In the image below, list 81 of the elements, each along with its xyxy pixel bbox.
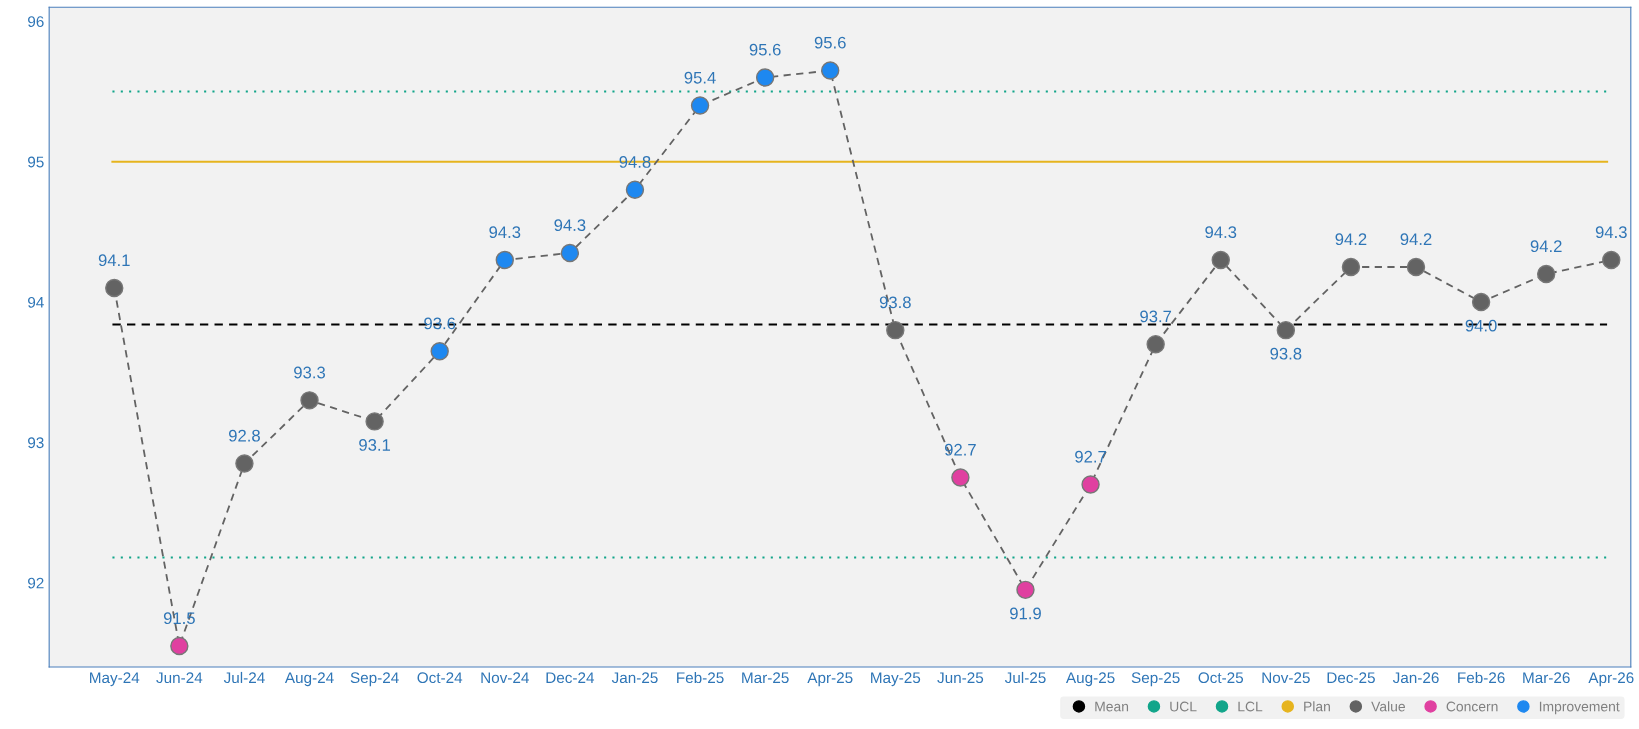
- legend-label: Plan: [1304, 701, 1330, 712]
- x-tick-label: Feb-26: [1458, 671, 1505, 684]
- x-tick-label: Aug-25: [1065, 672, 1115, 687]
- data-label: 91.9: [1010, 607, 1041, 620]
- point: [170, 636, 189, 656]
- point: [560, 243, 580, 263]
- point: [105, 278, 124, 298]
- x-tick-label: Apr-26: [1588, 672, 1634, 687]
- data-label: 94.1: [98, 254, 130, 267]
- point: [690, 96, 710, 115]
- point: [1146, 334, 1165, 354]
- point: [365, 412, 384, 431]
- point: [1016, 580, 1035, 600]
- x-tick-label: Jan-25: [611, 672, 658, 684]
- legend-label: Mean: [1095, 701, 1129, 712]
- point: [235, 454, 254, 473]
- point: [430, 341, 449, 361]
- x-tick-label: Jul-25: [1004, 671, 1046, 684]
- y-tick-label: 92: [28, 577, 44, 589]
- x-tick-label: Dec-24: [546, 672, 595, 684]
- data-label: 94.3: [1595, 226, 1627, 239]
- data-label: 92.8: [229, 429, 260, 442]
- x-tick-label: May-24: [90, 672, 140, 687]
- data-label: 94.3: [1205, 226, 1237, 239]
- data-label: 93.8: [1270, 347, 1302, 360]
- point: [951, 468, 970, 487]
- point: [1406, 257, 1426, 277]
- data-label: 94.2: [1530, 240, 1562, 253]
- legend-label: LCL: [1238, 701, 1263, 712]
- point: [1276, 320, 1296, 340]
- data-label: 95.4: [684, 71, 716, 84]
- point: [1211, 250, 1230, 270]
- y-tick-label: 95: [28, 156, 44, 168]
- x-tick-label: Apr-25: [807, 672, 853, 687]
- y-tick-label: 96: [28, 16, 44, 28]
- data-label: 94.2: [1400, 233, 1432, 246]
- data-label: 94.3: [554, 219, 586, 232]
- x-tick-label: Oct-25: [1198, 672, 1244, 684]
- x-tick-label: Feb-25: [677, 671, 724, 684]
- legend-label: Improvement: [1539, 701, 1620, 715]
- x-tick-label: Sep-25: [1131, 672, 1180, 687]
- point: [1341, 257, 1361, 277]
- point: [1081, 475, 1100, 494]
- y-tick-label: 94: [28, 296, 44, 308]
- legend-label: Value: [1371, 701, 1405, 712]
- x-tick-label: Mar-26: [1523, 672, 1570, 684]
- legend-label: Concern: [1446, 701, 1498, 712]
- x-tick-label: May-25: [871, 672, 921, 687]
- data-label: 94.3: [489, 226, 521, 239]
- legend-label: UCL: [1170, 701, 1197, 712]
- point: [625, 180, 645, 199]
- x-tick-label: Jan-26: [1392, 672, 1439, 684]
- x-tick-label: Mar-25: [742, 672, 789, 684]
- point: [495, 250, 514, 270]
- data-label: 95.6: [814, 36, 846, 49]
- x-tick-label: Nov-24: [481, 672, 529, 684]
- data-label: 94.2: [1335, 233, 1367, 246]
- point: [1536, 264, 1556, 284]
- data-label: 95.6: [749, 43, 781, 56]
- point: [300, 391, 319, 410]
- data-label: 93.3: [294, 366, 326, 379]
- x-tick-label: Jul-24: [223, 671, 265, 684]
- data-label: 93.1: [359, 439, 391, 451]
- data-label: 93.7: [1140, 310, 1172, 323]
- x-tick-label: Sep-24: [350, 672, 399, 687]
- data-label: 94.0: [1465, 319, 1497, 332]
- data-label: 92.7: [1075, 450, 1106, 463]
- point: [886, 320, 905, 340]
- x-tick-label: Nov-25: [1262, 672, 1310, 684]
- data-label: 91.5: [163, 612, 195, 625]
- x-tick-label: Aug-24: [284, 672, 334, 687]
- point: [755, 68, 775, 87]
- point: [1602, 250, 1621, 270]
- x-tick-label: Jun-24: [156, 672, 203, 684]
- x-tick-label: Dec-25: [1327, 672, 1375, 684]
- x-tick-label: Oct-24: [417, 672, 463, 684]
- point: [821, 61, 840, 80]
- point: [1471, 292, 1491, 312]
- data-label: 93.8: [879, 296, 911, 309]
- x-tick-label: Jun-25: [937, 672, 984, 684]
- y-tick-label: 93: [28, 437, 44, 449]
